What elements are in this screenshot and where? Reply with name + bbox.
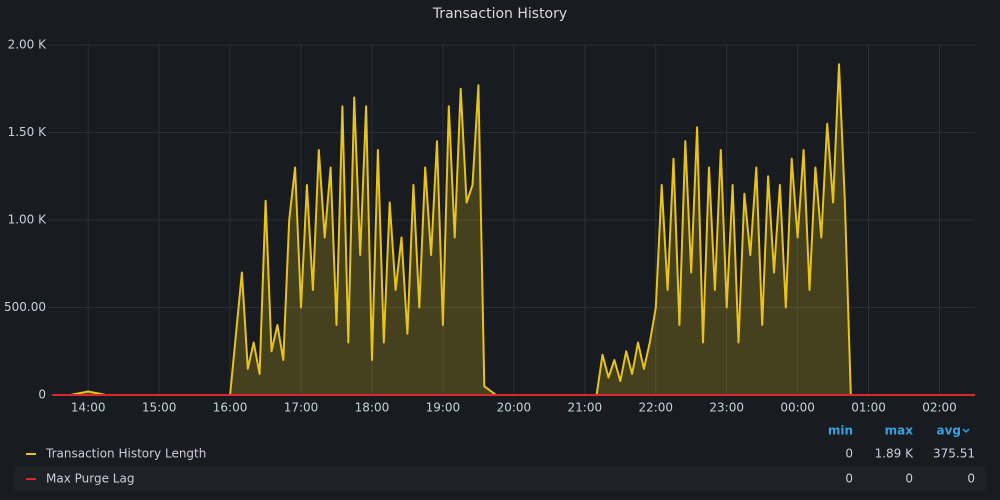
y-tick-label: 0 — [38, 388, 46, 402]
legend-stat: 0 — [845, 447, 853, 461]
x-tick-label: 21:00 — [568, 401, 603, 415]
legend-label[interactable]: Transaction History Length — [45, 447, 206, 461]
sort-arrow[interactable] — [962, 428, 970, 434]
y-tick-label: 500.00 — [4, 300, 46, 314]
x-tick-label: 18:00 — [355, 401, 390, 415]
legend-stat: 375.51 — [933, 447, 975, 461]
y-tick-label: 1.50 K — [8, 125, 48, 139]
grid: 0 500.00 1.00 K 1.50 K 2.00 K 14:00 15:00 16:00… — [4, 38, 975, 415]
series-area — [52, 64, 975, 396]
panel-title: Transaction History — [432, 6, 567, 22]
x-tick-label: 22:00 — [638, 401, 673, 415]
plot — [52, 63, 975, 396]
legend-stat: 0 — [967, 472, 975, 486]
x-tick-label: 19:00 — [426, 401, 461, 415]
x-tick-label: 20:00 — [497, 401, 532, 415]
legend-column-header[interactable]: max — [885, 424, 914, 438]
x-tick-label: 15:00 — [142, 401, 177, 415]
legend: min max avg Transaction History Length 0 1.89… — [26, 424, 975, 486]
x-tick-label: 17:00 — [284, 401, 319, 415]
legend-label[interactable]: Max Purge Lag — [46, 472, 134, 486]
x-tick-label: 23:00 — [709, 401, 744, 415]
y-tick-label: 1.00 K — [8, 213, 48, 227]
y-tick-label: 2.00 K — [8, 38, 48, 52]
x-tick-label: 00:00 — [780, 401, 815, 415]
x-tick-label: 01:00 — [851, 401, 886, 415]
legend-stat: 1.89 K — [875, 447, 915, 461]
legend-row-background — [14, 466, 986, 491]
x-tick-label: 02:00 — [922, 401, 957, 415]
x-tick-label: 14:00 — [71, 401, 106, 415]
legend-column-header[interactable]: avg — [936, 424, 961, 438]
legend-column-header[interactable]: min — [828, 424, 853, 438]
legend-stat: 0 — [905, 472, 913, 486]
legend-stat: 0 — [845, 472, 853, 486]
x-tick-label: 16:00 — [213, 401, 248, 415]
